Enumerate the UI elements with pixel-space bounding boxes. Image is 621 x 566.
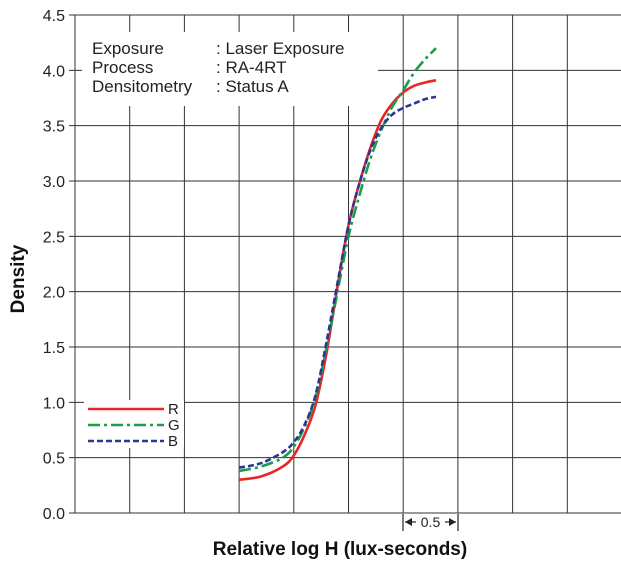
series-line-b bbox=[238, 95, 437, 469]
legend-label-g: G bbox=[168, 417, 180, 434]
legend-label-b: B bbox=[168, 433, 178, 450]
y-tick-label: 1.5 bbox=[43, 340, 65, 357]
info-value-densitometry: : Status A bbox=[216, 77, 289, 96]
y-tick-label: 3.0 bbox=[43, 174, 65, 191]
info-key-densitometry: Densitometry bbox=[92, 77, 193, 96]
info-block: Exposure : Laser Exposure Process : RA-4… bbox=[92, 39, 345, 96]
scale-marker: 0.5 bbox=[402, 514, 459, 531]
legend-label-r: R bbox=[168, 401, 179, 418]
series-line-r bbox=[238, 79, 437, 482]
y-tick-label: 0.5 bbox=[43, 451, 65, 468]
y-tick-label: 2.5 bbox=[43, 229, 65, 246]
y-tick-label: 4.5 bbox=[43, 8, 65, 25]
y-tick-label: 3.5 bbox=[43, 119, 65, 136]
y-axis-title: Density bbox=[8, 244, 29, 313]
y-tick-label: 1.0 bbox=[43, 395, 65, 412]
y-tick-label: 2.0 bbox=[43, 285, 65, 302]
y-tick-labels: 0.0 0.5 1.0 1.5 2.0 2.5 3.0 3.5 4.0 4.5 bbox=[43, 8, 65, 523]
y-tick-label: 4.0 bbox=[43, 63, 65, 80]
info-value-process: : RA-4RT bbox=[216, 58, 287, 77]
data-series bbox=[238, 47, 437, 482]
x-axis-title: Relative log H (lux-seconds) bbox=[213, 539, 467, 560]
info-box bbox=[82, 32, 378, 106]
info-key-exposure: Exposure bbox=[92, 39, 164, 58]
series-line-g bbox=[238, 47, 437, 473]
scale-marker-label: 0.5 bbox=[421, 514, 441, 530]
y-tick-label: 0.0 bbox=[43, 506, 65, 523]
legend: R G B bbox=[84, 400, 184, 450]
info-key-process: Process bbox=[92, 58, 153, 77]
info-value-exposure: : Laser Exposure bbox=[216, 39, 345, 58]
